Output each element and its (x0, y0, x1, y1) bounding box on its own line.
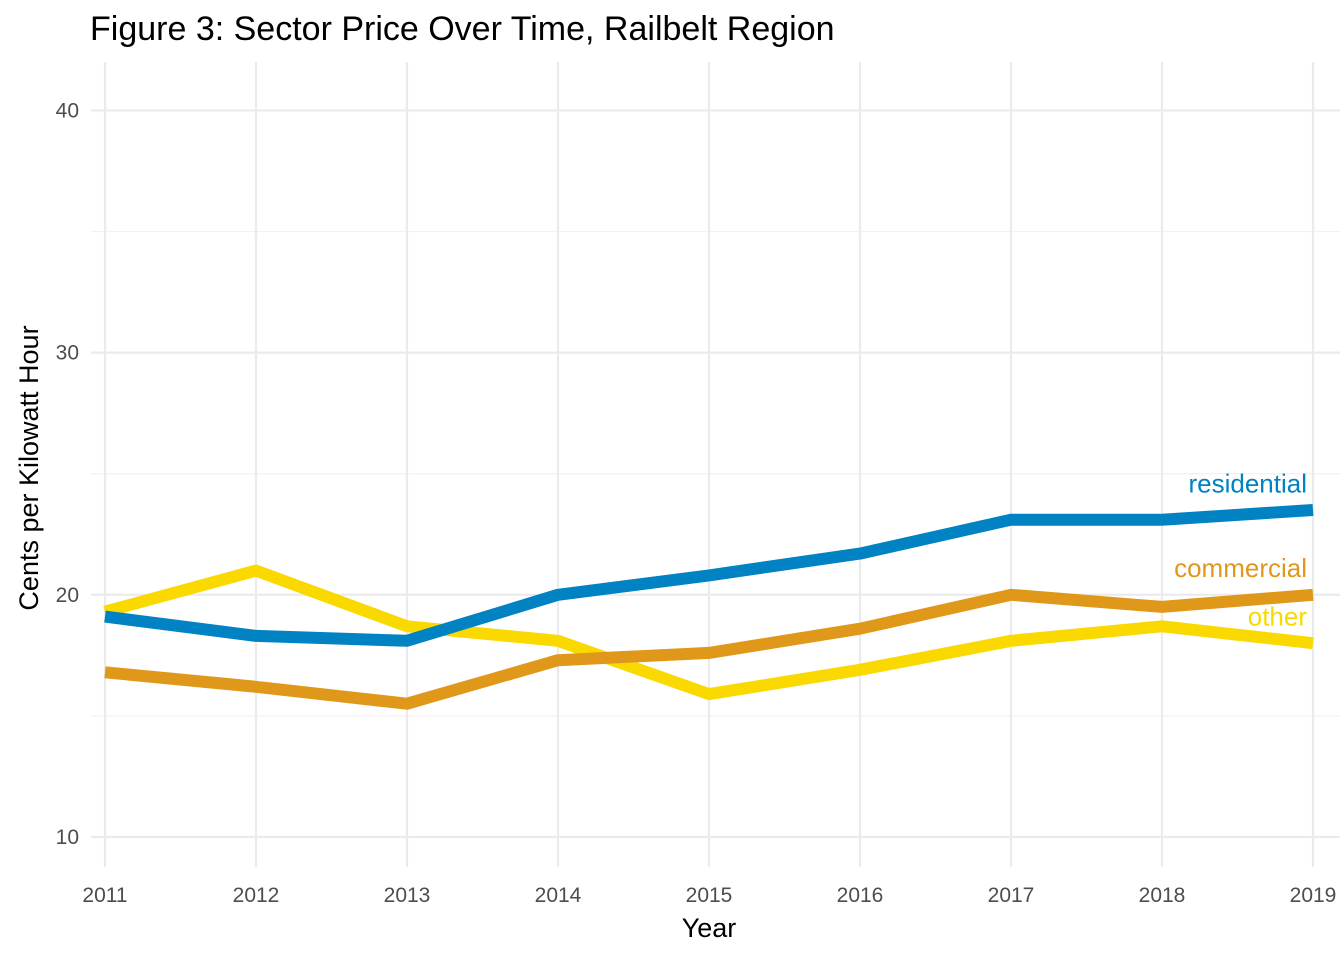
series-label-other: other (1248, 602, 1308, 632)
grid (91, 62, 1340, 867)
chart-title: Figure 3: Sector Price Over Time, Railbe… (90, 10, 835, 48)
x-tick-label: 2011 (82, 884, 127, 907)
x-axis-ticks: 2011 2012 2013 2014 2015 2016 2017 2018 2019 (82, 884, 1336, 907)
y-axis-ticks: 10 20 30 40 (56, 99, 79, 849)
y-tick-label: 20 (56, 584, 79, 607)
x-tick-label: 2012 (233, 884, 280, 907)
x-axis-title: Year (682, 913, 737, 943)
y-tick-label: 10 (56, 826, 79, 849)
y-axis-title: Cents per Kilowatt Hour (14, 325, 44, 610)
x-tick-label: 2014 (535, 884, 582, 907)
x-tick-label: 2019 (1290, 884, 1337, 907)
y-tick-label: 40 (56, 99, 79, 122)
series-label-residential: residential (1188, 468, 1307, 498)
series-label-commercial: commercial (1174, 553, 1307, 583)
x-tick-label: 2013 (384, 884, 431, 907)
x-tick-label: 2015 (686, 884, 733, 907)
y-tick-label: 30 (56, 342, 79, 365)
x-tick-label: 2017 (988, 884, 1035, 907)
x-tick-label: 2018 (1139, 884, 1186, 907)
x-tick-label: 2016 (837, 884, 884, 907)
